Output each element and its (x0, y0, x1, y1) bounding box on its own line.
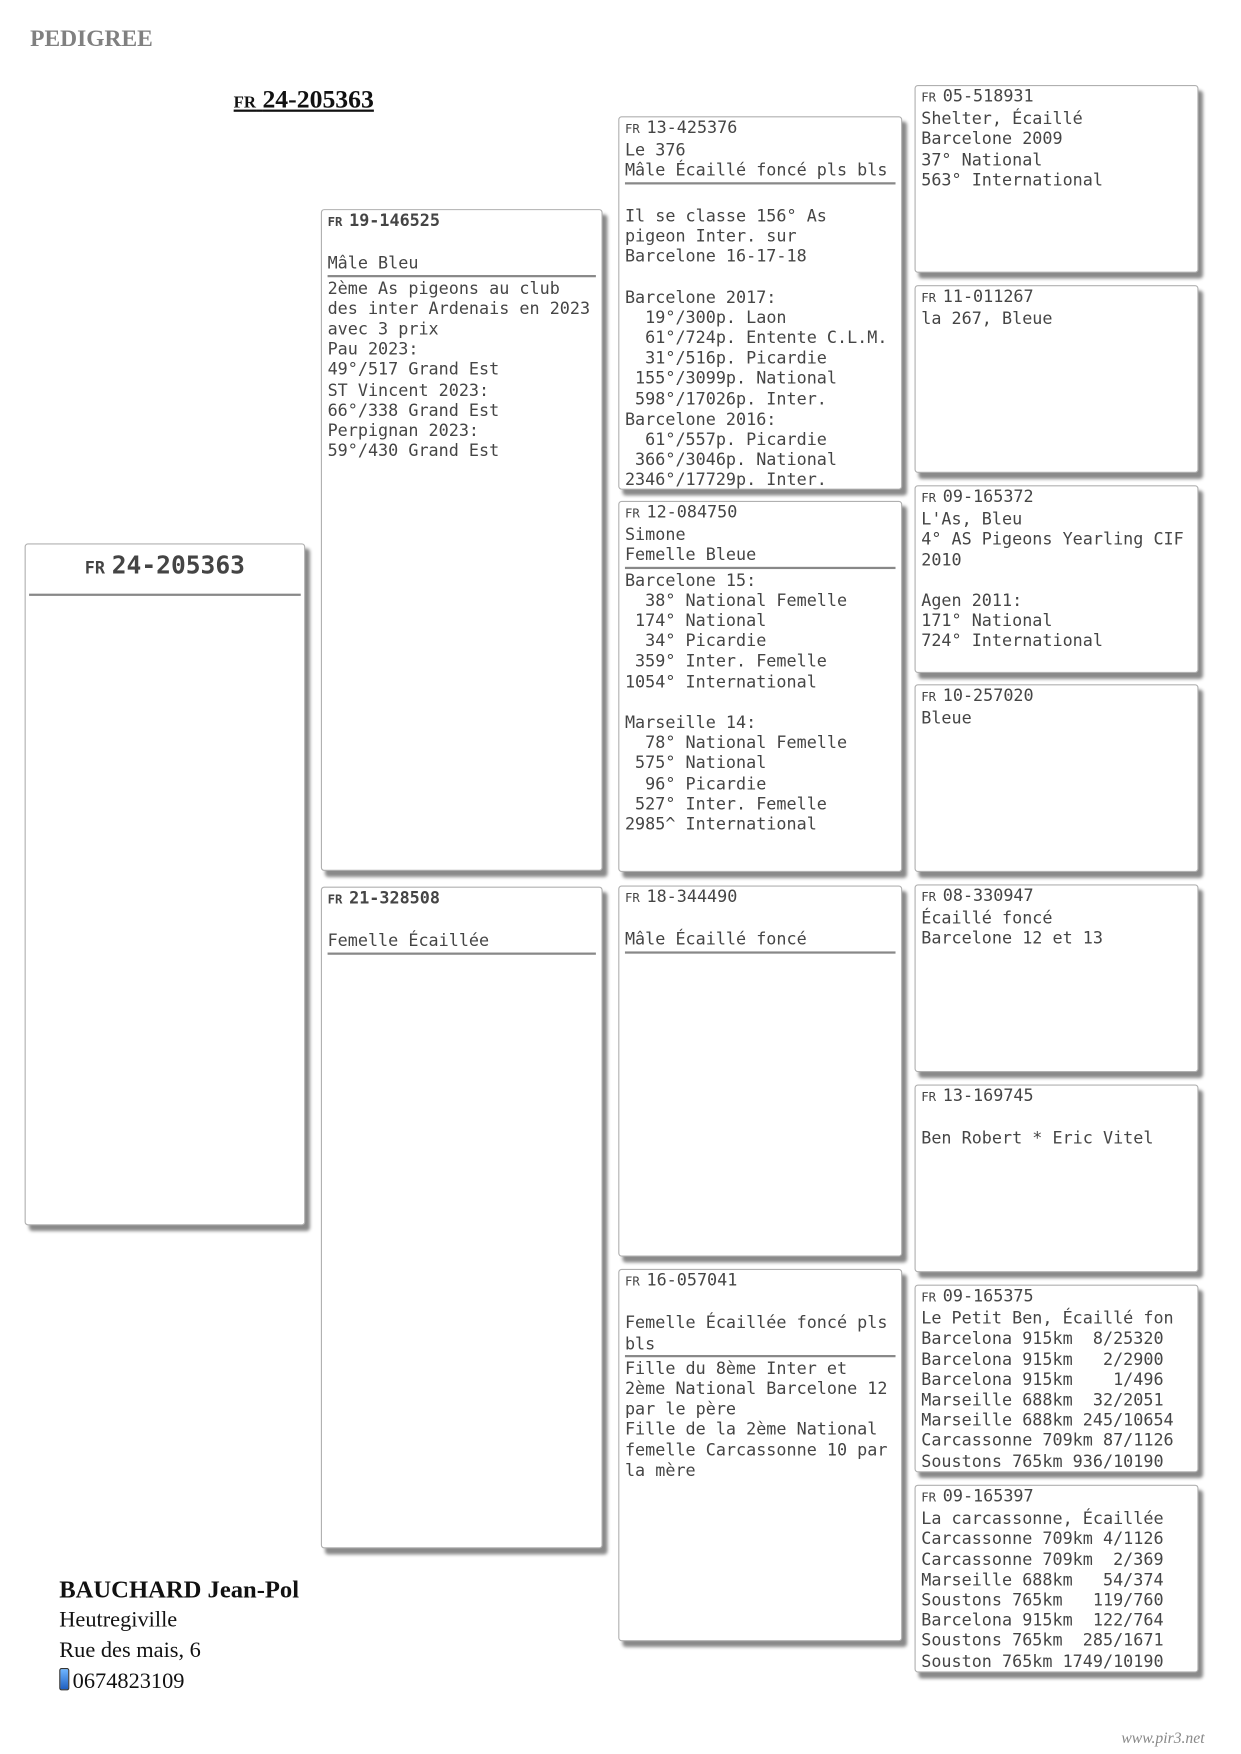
ring-number: 24-205363 (262, 84, 374, 113)
ancestor-ring: FR 16-057041 (625, 1270, 896, 1293)
ring-number: 18-344490 (646, 886, 738, 907)
website-watermark: www.pir3.net (1121, 1730, 1205, 1748)
ring-number: 11-011267 (942, 286, 1034, 307)
ancestor-box: FR 18-344490 Mâle Écaillé foncé (618, 885, 903, 1257)
country-prefix: FR (921, 1090, 937, 1105)
subject-ring: FR 24-205363 (29, 552, 301, 596)
country-prefix: FR (624, 506, 640, 521)
ancestor-box: FR 08-330947 Écaillé foncé Barcelone 12 et… (914, 884, 1199, 1073)
owner-info: BAUCHARD Jean-Pol Heutregiville Rue des … (59, 1574, 299, 1697)
ancestor-notes: Il se classe 156° As pigeon Inter. sur B… (624, 205, 888, 490)
mobile-phone-icon (59, 1667, 70, 1690)
country-prefix: FR (327, 892, 343, 907)
ancestor-ring: FR 09-165375 (921, 1286, 1192, 1309)
ancestor-ring: FR 12-084750 (625, 502, 896, 525)
ring-number: 09-165397 (942, 1485, 1034, 1506)
ring-number: 05-518931 (942, 86, 1034, 107)
ancestor-box: FR 05-518931 Shelter, Écaillé Barcelone 20… (914, 84, 1199, 273)
ancestor-box: FR 10-257020 Bleue (914, 684, 1199, 873)
country-prefix: FR (921, 90, 937, 106)
ancestor-box: FR 12-084750 Simone Femelle Bleue Barcelone… (618, 500, 903, 873)
ancestor-ring: FR 19-146525 (328, 210, 596, 233)
ancestor-ring: FR 08-330947 (921, 885, 1192, 908)
ring-number: 09-165375 (942, 1285, 1034, 1306)
ancestor-box: FR 16-057041 Femelle Écaillée foncé pls b… (618, 1268, 903, 1642)
owner-name: BAUCHARD Jean-Pol (59, 1575, 300, 1604)
ancestor-box: FR 19-146525 Mâle Bleu 2ème As pigeons au … (320, 209, 603, 871)
owner-phone-line: 0674823109 (59, 1666, 299, 1697)
page-label: PEDIGREE (30, 24, 153, 52)
ancestor-ring: FR 11-011267 (921, 286, 1192, 309)
ancestor-details: Ben Robert * Eric Vitel (921, 1128, 1154, 1149)
ring-number: 21-328508 (349, 887, 440, 908)
country-prefix: FR (233, 93, 257, 112)
ancestor-header: Simone Femelle Bleue (624, 525, 896, 569)
ancestor-box: FR 11-011267 la 267, Bleue (914, 285, 1199, 473)
ancestor-details: Le Petit Ben, Écaillé fon Barcelona 915k… (921, 1308, 1174, 1471)
subject-box: FR 24-205363 (24, 543, 306, 1226)
ancestor-details: Shelter, Écaillé Barcelone 2009 37° Nati… (921, 108, 1103, 190)
country-prefix: FR (624, 121, 640, 137)
ring-number: 12-084750 (646, 501, 738, 523)
ancestor-header: Femelle Écaillée (327, 910, 596, 955)
ancestor-box: FR 09-165397 La carcassonne, Écaillée Carc… (914, 1484, 1199, 1673)
ancestor-ring: FR 05-518931 (921, 86, 1192, 109)
ancestor-details: La carcassonne, Écaillée Carcassonne 709… (921, 1508, 1164, 1671)
country-prefix: FR (921, 490, 937, 506)
ancestor-details: Bleue (921, 707, 972, 729)
country-prefix: FR (921, 889, 937, 905)
ancestor-box: FR 21-328508 Femelle Écaillée (320, 886, 603, 1549)
ancestor-box: FR 13-169745 Ben Robert * Eric Vitel (914, 1084, 1199, 1273)
ancestor-ring: FR 13-425376 (625, 117, 896, 140)
country-prefix: FR (84, 557, 106, 579)
ring-number: 16-057041 (646, 1270, 738, 1291)
owner-city: Heutregiville (59, 1607, 178, 1632)
ancestor-ring: FR 09-165397 (921, 1486, 1192, 1509)
ancestor-ring: FR 10-257020 (921, 685, 1192, 708)
ancestor-ring: FR 18-344490 (625, 887, 896, 910)
ancestor-notes: Fille du 8ème Inter et 2ème National Bar… (624, 1358, 888, 1481)
ancestor-header: Mâle Écaillé foncé (624, 909, 896, 954)
country-prefix: FR (921, 290, 937, 306)
country-prefix: FR (921, 689, 937, 705)
ancestor-ring: FR 09-165372 (921, 486, 1192, 509)
ancestor-box: FR 13-425376 Le 376 Mâle Écaillé foncé pls… (618, 116, 903, 490)
ancestor-ring: FR 21-328508 (328, 888, 596, 911)
ancestor-notes: Barcelone 15: 38° National Femelle 174° … (624, 569, 848, 835)
ring-number: 13-169745 (942, 1085, 1034, 1106)
main-title: FR 24-205363 (234, 85, 374, 114)
ancestor-notes: 2ème As pigeons au club des inter Ardena… (327, 277, 591, 461)
ancestor-details: la 267, Bleue (921, 308, 1053, 329)
ancestor-details: Écaillé foncé Barcelone 12 et 13 (921, 908, 1103, 949)
ring-number: 09-165372 (942, 486, 1034, 507)
ring-number: 24-205363 (111, 552, 245, 581)
country-prefix: FR (921, 1290, 937, 1305)
ring-number: 19-146525 (349, 210, 440, 231)
ancestor-box: FR 09-165375 Le Petit Ben, Écaillé fon Bar… (914, 1284, 1199, 1473)
owner-street: Rue des mais, 6 (59, 1637, 201, 1663)
country-prefix: FR (624, 891, 640, 906)
country-prefix: FR (921, 1490, 937, 1505)
owner-phone: 0674823109 (72, 1668, 185, 1694)
ancestor-header: Le 376 Mâle Écaillé foncé pls bls (624, 140, 896, 185)
country-prefix: FR (624, 1274, 640, 1290)
ring-number: 13-425376 (646, 117, 738, 138)
country-prefix: FR (327, 214, 343, 230)
ancestor-box: FR 09-165372 L'As, Bleu 4° AS Pigeons Year… (914, 485, 1199, 674)
ring-number: 10-257020 (942, 685, 1034, 706)
ancestor-ring: FR 13-169745 (921, 1086, 1192, 1109)
ring-number: 08-330947 (942, 885, 1034, 906)
ancestor-header: Femelle Écaillée foncé pls bls (624, 1293, 896, 1358)
ancestor-details: L'As, Bleu 4° AS Pigeons Yearling CIF 20… (921, 508, 1184, 652)
ancestor-header: Mâle Bleu (327, 233, 596, 277)
